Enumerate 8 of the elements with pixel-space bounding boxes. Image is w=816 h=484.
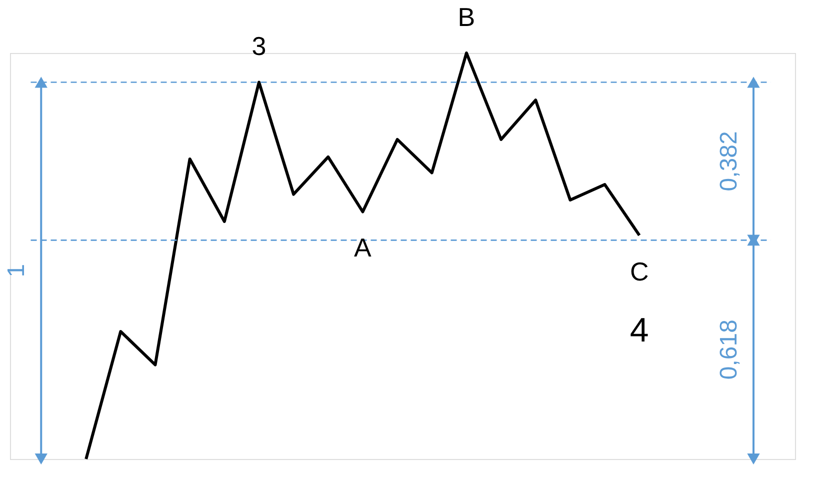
text: 0,618 — [715, 320, 742, 380]
annotation: B — [458, 2, 476, 32]
text: 0,382 — [715, 131, 742, 192]
text: 1 — [2, 264, 30, 278]
annotation: C — [630, 256, 649, 286]
annotation: 3 — [252, 31, 266, 62]
annotation: A — [354, 232, 372, 263]
annotation: 4 — [630, 311, 649, 350]
